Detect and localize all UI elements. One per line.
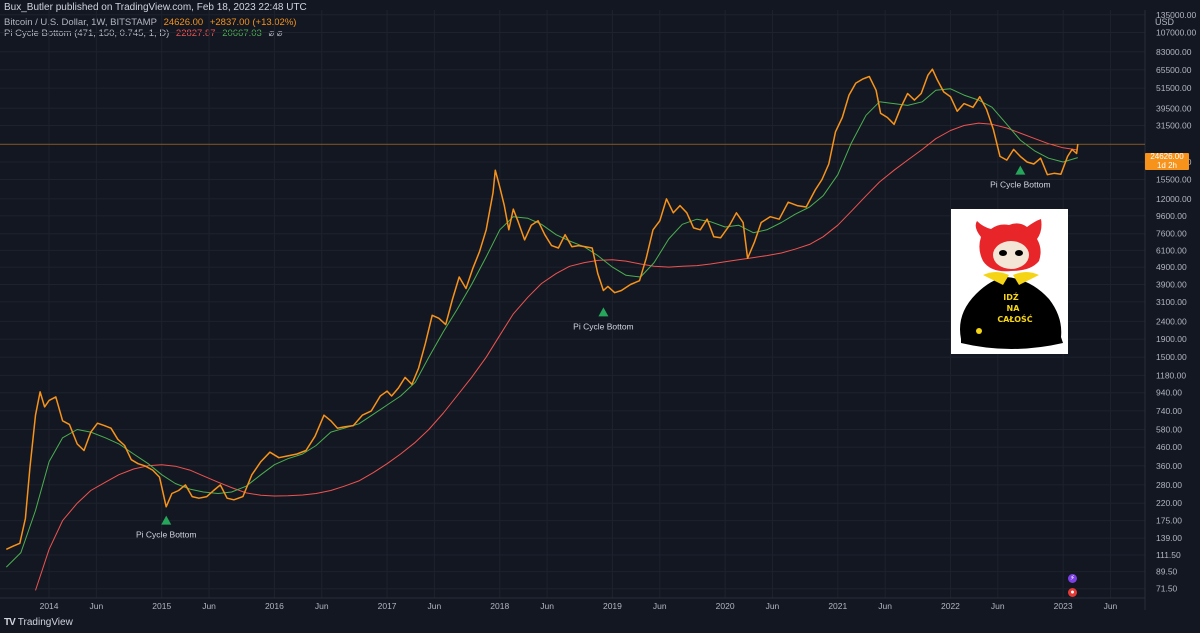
price-tick-label: 89.50 [1156,567,1178,577]
time-tick-label: 2023 [1054,601,1073,611]
flash-badge-icon[interactable]: ⚡ [1068,574,1077,583]
sack-shape [960,277,1063,349]
price-tick-label: 6100.00 [1156,245,1187,255]
series-line-green[interactable] [5,88,1078,568]
current-price-value: 24626.00 [1150,152,1184,161]
signal-triangle-icon[interactable] [598,307,609,317]
indicator-value-green: 20667.03 [222,28,262,39]
time-tick-label: 2014 [40,601,59,611]
price-tick-label: 3900.00 [1156,279,1187,289]
event-badge-icon[interactable]: ● [1068,588,1077,597]
price-tick-label: 1180.00 [1156,370,1186,380]
price-tick-label: 3100.00 [1156,297,1187,307]
price-tick-label: 4900.00 [1156,262,1187,272]
price-tick-label: 2400.00 [1156,316,1187,326]
bow-left [983,272,1009,285]
price-tick-label: 740.00 [1156,406,1182,416]
meme-image: IDŹ NA CAŁOŚĆ [951,209,1068,354]
indicator-legend[interactable]: Pi Cycle Bottom (471, 150, 0.745, 1, D) … [4,28,287,39]
time-tick-label: Jun [90,601,104,611]
signal-label: Pi Cycle Bottom [990,180,1050,190]
time-tick-label: Jun [315,601,329,611]
series-line-red[interactable] [35,122,1078,591]
price-tick-label: 65500.00 [1156,65,1192,75]
price-tick-label: 1500.00 [1156,352,1187,362]
footer-brand[interactable]: TV TradingView [4,617,73,628]
time-tick-label: 2017 [378,601,397,611]
price-tick-label: 71.50 [1156,584,1178,594]
time-tick-label: Jun [428,601,442,611]
price-tick-label: 580.00 [1156,424,1182,434]
price-tick-label: 940.00 [1156,388,1182,398]
symbol-change: +2837.00 (+13.02%) [209,17,297,28]
price-tick-label: 39500.00 [1156,103,1192,113]
meme-drawing: IDŹ NA CAŁOŚĆ [960,219,1063,349]
indicator-value-red: 22827.87 [175,28,216,39]
smiley-badge [976,328,982,334]
price-tick-label: 175.00 [1156,516,1182,526]
price-tick-label: 280.00 [1156,480,1182,490]
price-tick-label: 15500.00 [1156,174,1192,184]
indicator-visibility-icons[interactable]: ⌀ ⌀ [268,28,283,39]
series-group [5,68,1079,591]
series-line-price[interactable] [5,68,1079,550]
signal-triangle-icon[interactable] [1015,165,1026,175]
symbol-price: 24626.00 [163,17,204,28]
time-tick-label: 2018 [490,601,509,611]
bar-countdown: 1d 2h [1156,160,1178,170]
grid-lines [0,10,1145,598]
face [993,241,1029,269]
indicator-name: Pi Cycle Bottom (471, 150, 0.745, 1, D) [4,28,170,39]
time-tick-label: Jun [540,601,554,611]
price-tick-label: 139.00 [1156,533,1182,543]
footer-brand-label: TradingView [17,617,73,628]
signals-group: Pi Cycle Bottom Pi Cycle Bottom Pi Cycle B… [136,165,1051,540]
time-tick-label: 2020 [716,601,735,611]
signal-label: Pi Cycle Bottom [573,321,633,331]
signal-label: Pi Cycle Bottom [136,530,196,540]
time-tick-label: Jun [991,601,1005,611]
price-tick-label: 7600.00 [1156,229,1187,239]
price-tick-label: 135000.00 [1156,10,1196,20]
time-tick-label: Jun [202,601,216,611]
time-tick-label: 2015 [152,601,171,611]
bow-right [1013,272,1039,285]
time-tick-label: Jun [1104,601,1118,611]
time-tick-label: 2021 [828,601,847,611]
price-tick-label: 12000.00 [1156,194,1192,204]
signal-triangle-icon[interactable] [161,515,172,525]
price-tick-label: 360.00 [1156,461,1182,471]
current-price-tag: 24626.00 1d 2h [1145,152,1189,170]
price-tick-label: 83000.00 [1156,47,1192,57]
time-axis: 2014 Jun 2015 Jun 2016 Jun 2017 Jun 2018 Jun 2019 J… [40,601,1118,611]
price-tick-label: 9600.00 [1156,211,1187,221]
price-tick-label: 107000.00 [1156,27,1196,37]
currency-label: USD [1155,17,1175,27]
price-tick-label: 460.00 [1156,442,1182,452]
time-tick-label: Jun [878,601,892,611]
time-tick-label: 2016 [265,601,284,611]
time-tick-label: Jun [766,601,780,611]
publish-info: Bux_Butler published on TradingView.com,… [4,2,307,13]
meme-text-1: IDŹ [1003,291,1019,302]
price-tick-label: 1900.00 [1156,334,1187,344]
tradingview-logo-icon: TV [4,617,16,628]
meme-text-3: CAŁOŚĆ [997,313,1032,324]
meme-text-2: NA [1007,304,1021,313]
symbol-legend[interactable]: Bitcoin / U.S. Dollar, 1W, BITSTAMP 2462… [4,17,300,28]
price-tick-label: 31500.00 [1156,121,1192,131]
price-tick-label: 51500.00 [1156,83,1192,93]
time-tick-label: Jun [653,601,667,611]
symbol-name: Bitcoin / U.S. Dollar, 1W, BITSTAMP [4,17,157,28]
time-tick-label: 2019 [603,601,622,611]
time-tick-label: 2022 [941,601,960,611]
price-axis: 135000.00 107000.00 83000.00 65500.00 51500.… [1156,10,1196,594]
price-tick-label: 111.50 [1156,550,1181,560]
price-tick-label: 220.00 [1156,498,1182,508]
